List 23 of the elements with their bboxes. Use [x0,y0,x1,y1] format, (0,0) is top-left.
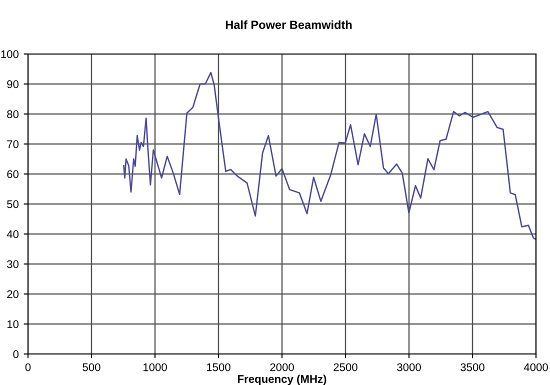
x-tick-label: 1000 [143,363,167,372]
y-tick-label: 70 [7,140,19,148]
x-axis-title: Frequency (MHz) [238,374,326,385]
y-tick-label: 20 [7,290,19,298]
y-tick-label: 100 [1,50,19,58]
y-tick-label: 50 [7,200,19,208]
line-series [123,72,536,240]
y-tick-label: 30 [7,260,19,268]
x-tick-label: 500 [82,363,100,372]
y-tick-label: 10 [7,320,19,328]
y-tick-label: 80 [7,110,19,118]
chart-title: Half Power Beamwidth [226,20,352,29]
y-tick-label: 90 [7,80,19,88]
x-tick-label: 2500 [334,363,358,372]
x-tick-label: 3000 [397,363,421,372]
y-tick-label: 60 [7,170,19,178]
x-tick-label: 1500 [206,363,230,372]
x-tick-label: 2000 [270,363,294,372]
y-tick-label: 40 [6,230,19,238]
y-tick-label: 0 [13,350,19,358]
x-tick-label: 3500 [460,363,484,372]
x-tick-label: 0 [25,363,31,372]
x-tick-label: 4000 [524,363,548,372]
